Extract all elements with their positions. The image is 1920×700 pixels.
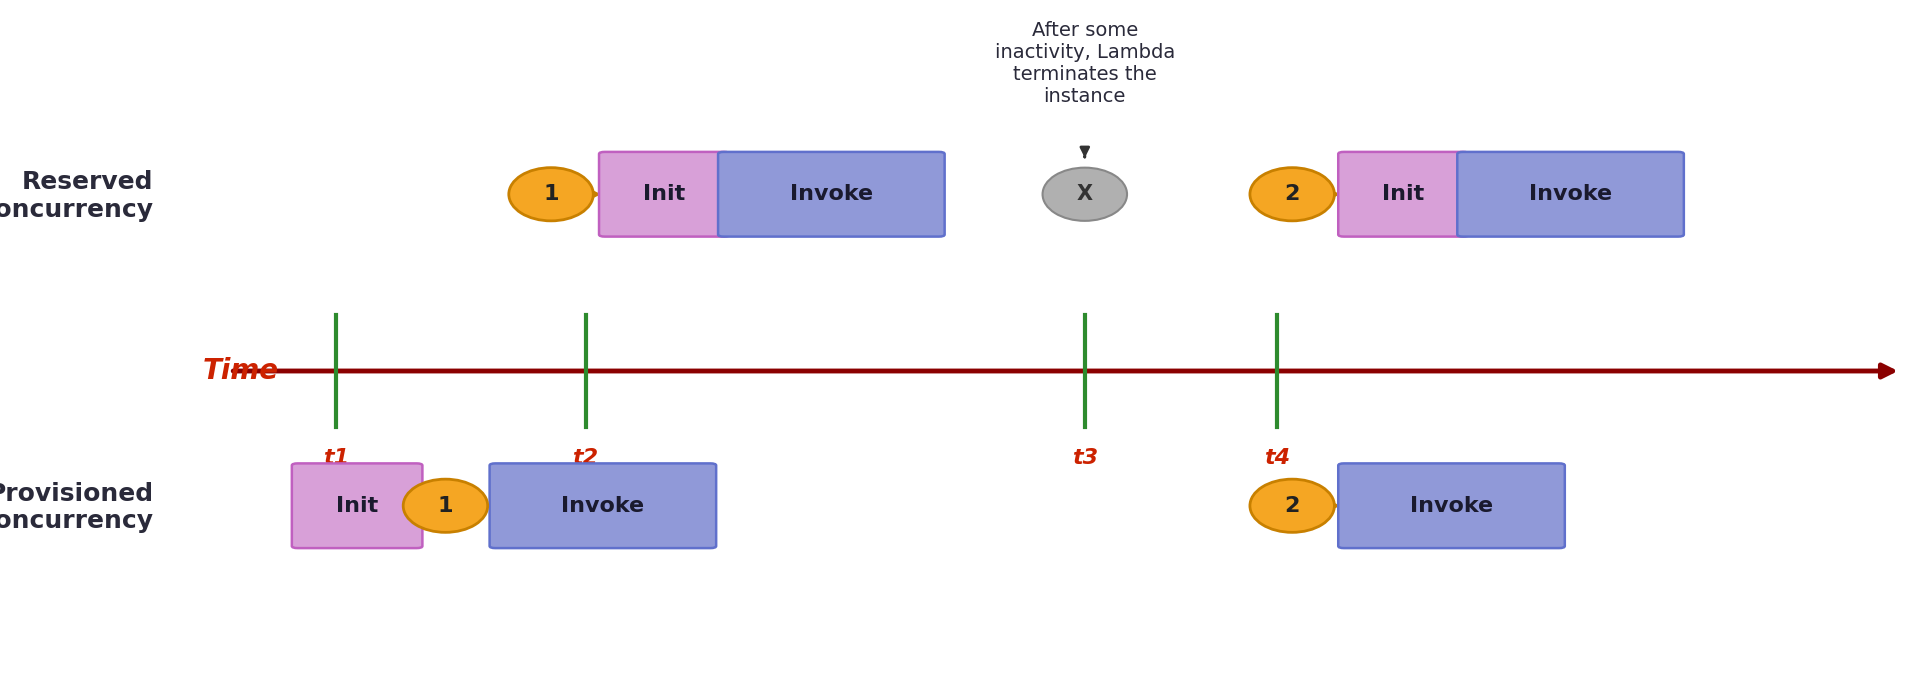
Text: After some
inactivity, Lambda
terminates the
instance: After some inactivity, Lambda terminates… (995, 21, 1175, 106)
Ellipse shape (1250, 479, 1334, 532)
Text: Provisioned
Concurrency: Provisioned Concurrency (0, 482, 154, 533)
Text: 2: 2 (1284, 184, 1300, 204)
Text: X: X (1077, 184, 1092, 204)
Text: Init: Init (1382, 184, 1425, 204)
Text: 1: 1 (438, 496, 453, 516)
Text: t3: t3 (1071, 448, 1098, 468)
Text: 1: 1 (543, 184, 559, 204)
Text: t2: t2 (572, 448, 599, 468)
FancyBboxPatch shape (599, 152, 730, 237)
Text: Invoke: Invoke (1528, 184, 1613, 204)
Text: Invoke: Invoke (789, 184, 874, 204)
Text: Invoke: Invoke (561, 496, 645, 516)
Text: t4: t4 (1263, 448, 1290, 468)
Text: Reserved
Concurrency: Reserved Concurrency (0, 170, 154, 222)
Text: Init: Init (643, 184, 685, 204)
Text: t1: t1 (323, 448, 349, 468)
Text: Init: Init (336, 496, 378, 516)
FancyBboxPatch shape (718, 152, 945, 237)
FancyBboxPatch shape (1338, 463, 1565, 548)
Ellipse shape (403, 479, 488, 532)
Ellipse shape (1043, 167, 1127, 221)
FancyBboxPatch shape (1338, 152, 1469, 237)
FancyBboxPatch shape (292, 463, 422, 548)
Text: Time: Time (202, 357, 278, 385)
FancyBboxPatch shape (1457, 152, 1684, 237)
Ellipse shape (509, 167, 593, 221)
FancyBboxPatch shape (490, 463, 716, 548)
Text: Invoke: Invoke (1409, 496, 1494, 516)
Ellipse shape (1250, 167, 1334, 221)
Text: 2: 2 (1284, 496, 1300, 516)
